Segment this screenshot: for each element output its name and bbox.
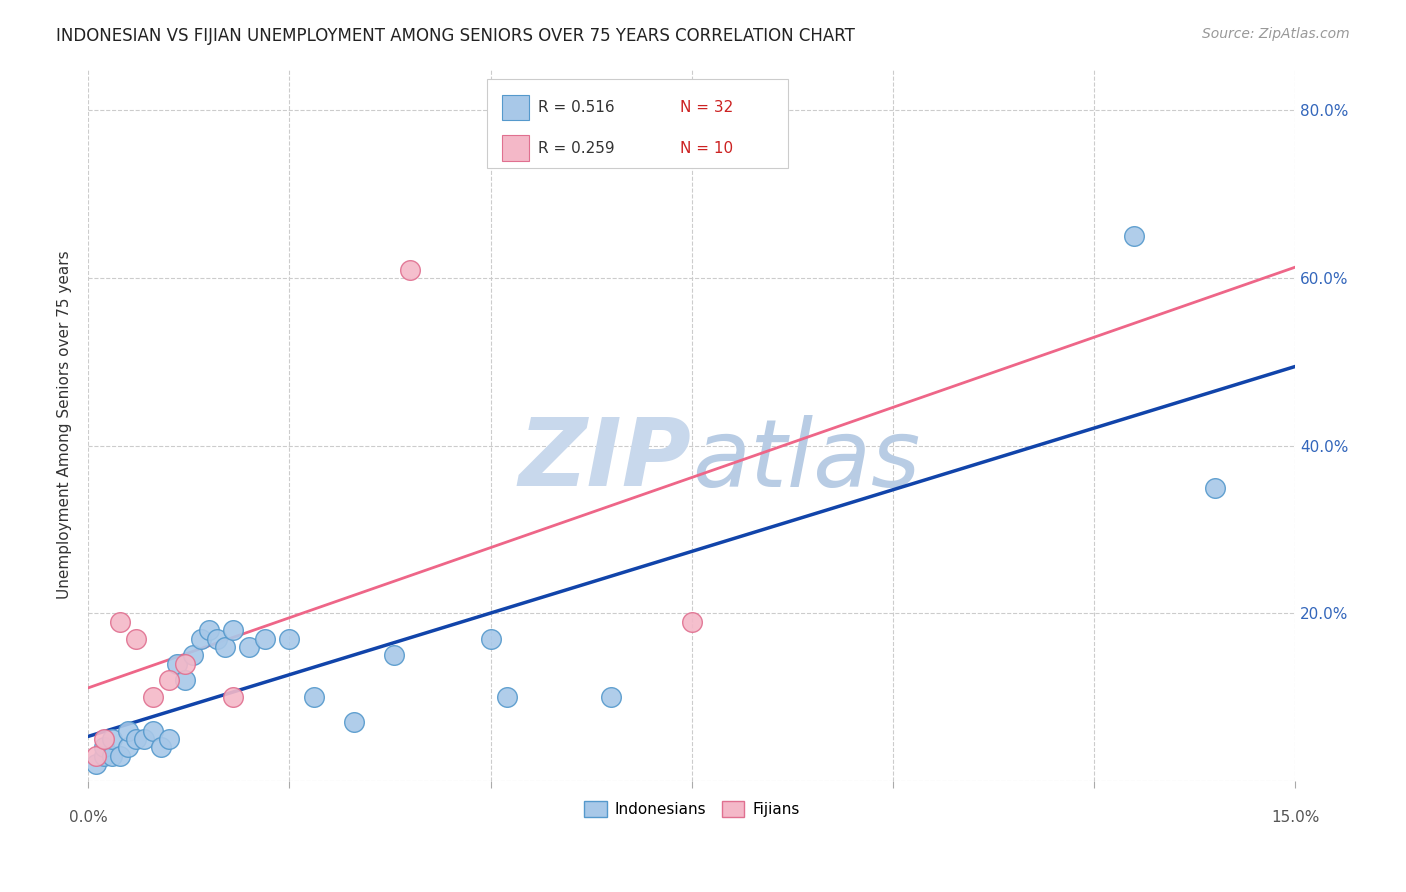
Point: [157, 673, 180, 688]
Point: [222, 690, 245, 705]
Point: [173, 673, 195, 688]
Text: ZIP: ZIP: [519, 415, 692, 507]
Point: [93, 748, 115, 763]
FancyBboxPatch shape: [502, 136, 529, 161]
Point: [149, 740, 172, 755]
Point: [1204, 481, 1226, 495]
Point: [479, 632, 502, 646]
Text: N = 32: N = 32: [679, 100, 733, 115]
Point: [1123, 229, 1146, 244]
Text: 0.0%: 0.0%: [69, 810, 107, 824]
Point: [141, 690, 163, 705]
Text: 15.0%: 15.0%: [1271, 810, 1320, 824]
Text: atlas: atlas: [692, 415, 920, 506]
Text: R = 0.259: R = 0.259: [538, 141, 614, 156]
Point: [84, 757, 107, 772]
Point: [181, 648, 204, 663]
Point: [93, 732, 115, 747]
Point: [166, 657, 188, 671]
FancyBboxPatch shape: [486, 79, 789, 169]
Text: INDONESIAN VS FIJIAN UNEMPLOYMENT AMONG SENIORS OVER 75 YEARS CORRELATION CHART: INDONESIAN VS FIJIAN UNEMPLOYMENT AMONG …: [56, 27, 855, 45]
Point: [681, 615, 703, 629]
Point: [173, 657, 195, 671]
Y-axis label: Unemployment Among Seniors over 75 years: Unemployment Among Seniors over 75 years: [58, 251, 72, 599]
Point: [399, 262, 422, 277]
Point: [238, 640, 260, 654]
Point: [125, 632, 148, 646]
Point: [214, 640, 236, 654]
Text: N = 10: N = 10: [679, 141, 733, 156]
Point: [343, 715, 366, 730]
Text: R = 0.516: R = 0.516: [538, 100, 614, 115]
Point: [125, 732, 148, 747]
Point: [600, 690, 623, 705]
Text: Source: ZipAtlas.com: Source: ZipAtlas.com: [1202, 27, 1350, 41]
Point: [222, 623, 245, 637]
Point: [93, 740, 115, 755]
Point: [117, 723, 139, 738]
Point: [495, 690, 517, 705]
Point: [190, 632, 212, 646]
Point: [382, 648, 405, 663]
Point: [157, 732, 180, 747]
Legend: Indonesians, Fijians: Indonesians, Fijians: [578, 795, 806, 823]
Point: [110, 748, 132, 763]
Point: [101, 748, 124, 763]
Point: [198, 623, 221, 637]
Point: [117, 740, 139, 755]
Point: [101, 732, 124, 747]
Point: [141, 723, 163, 738]
FancyBboxPatch shape: [502, 95, 529, 120]
Point: [254, 632, 277, 646]
Point: [278, 632, 301, 646]
Point: [205, 632, 228, 646]
Point: [302, 690, 325, 705]
Point: [134, 732, 156, 747]
Point: [110, 615, 132, 629]
Point: [84, 748, 107, 763]
